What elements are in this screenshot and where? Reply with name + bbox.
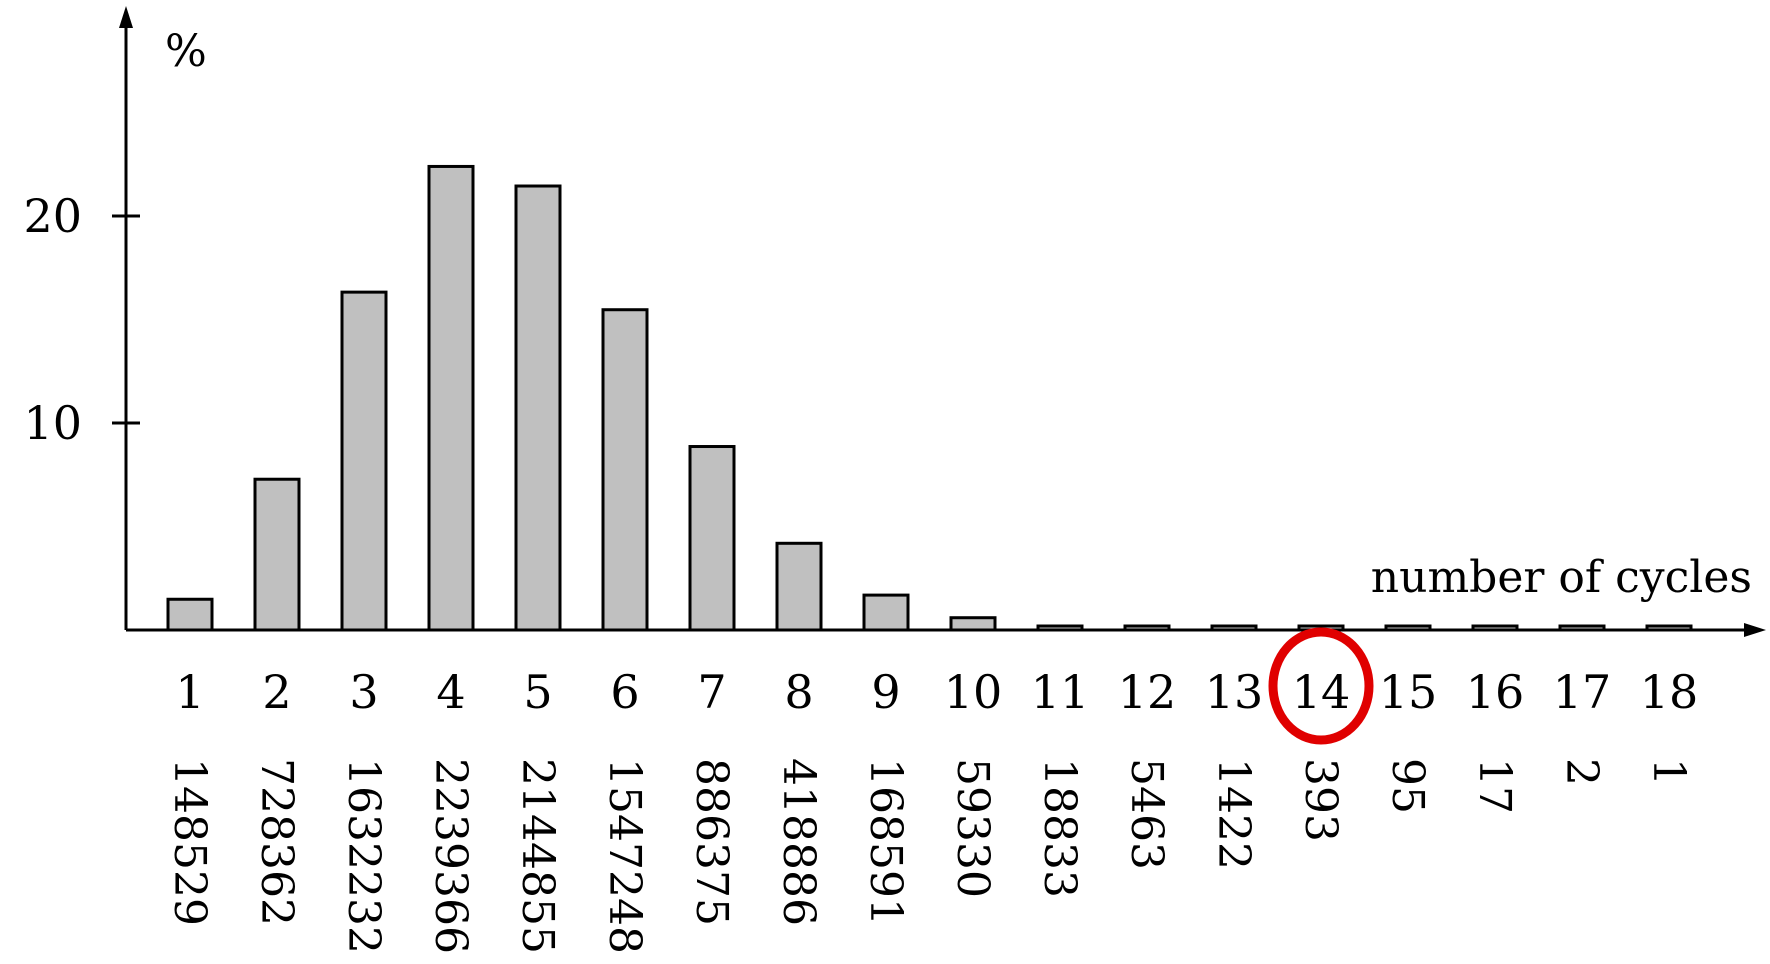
count-label: 148529 — [164, 758, 215, 926]
count-label: 17 — [1469, 758, 1520, 814]
y-axis-arrowhead — [119, 6, 133, 28]
x-tick-label: 8 — [784, 665, 813, 719]
x-tick-label: 7 — [697, 665, 726, 719]
count-label: 393 — [1295, 758, 1346, 842]
y-tick-label: 10 — [23, 396, 82, 450]
bar — [166, 597, 214, 632]
count-label: 728362 — [251, 758, 302, 926]
count-label: 1422 — [1208, 758, 1259, 870]
bar — [340, 290, 388, 632]
x-tick-label: 6 — [610, 665, 639, 719]
bar — [1036, 624, 1084, 632]
bar — [688, 445, 736, 632]
count-label: 2239366 — [425, 758, 476, 954]
x-tick-label: 5 — [523, 665, 552, 719]
x-tick-label: 9 — [871, 665, 900, 719]
bar — [1645, 624, 1693, 632]
count-label: 418886 — [773, 758, 824, 926]
y-axis-label: % — [165, 26, 207, 77]
x-axis-arrowhead — [1744, 623, 1766, 637]
x-tick-label: 16 — [1466, 665, 1525, 719]
x-tick-label: 11 — [1031, 665, 1090, 719]
bar — [949, 616, 997, 632]
x-tick-label: 3 — [349, 665, 378, 719]
x-tick-label: 17 — [1553, 665, 1612, 719]
count-label: 1632232 — [338, 758, 389, 954]
x-tick-label: 12 — [1118, 665, 1177, 719]
bars — [166, 164, 1693, 632]
bar — [427, 164, 475, 632]
count-label: 95 — [1382, 758, 1433, 814]
x-tick-labels: 1 2 3 4 5 6 7 8 9 10 11 12 13 14 15 16 17 18 — [175, 665, 1698, 719]
highlight-circle — [1268, 627, 1374, 745]
count-label: 59330 — [947, 758, 998, 898]
bar — [601, 308, 649, 632]
x-tick-label: 18 — [1640, 665, 1699, 719]
x-tick-label: 13 — [1205, 665, 1264, 719]
x-tick-label: 2 — [262, 665, 291, 719]
count-label: 2144855 — [512, 758, 563, 954]
count-label: 1 — [1643, 758, 1694, 786]
x-tick-label: 10 — [944, 665, 1003, 719]
count-labels: 148529 728362 1632232 2239366 2144855 1547248… — [164, 758, 1694, 954]
x-tick-label: 14 — [1292, 665, 1351, 719]
bar — [1471, 624, 1519, 632]
bar — [253, 477, 301, 632]
x-axis-label: number of cycles — [1371, 552, 1752, 603]
count-label: 168591 — [860, 758, 911, 926]
bar — [1558, 624, 1606, 632]
count-label: 5463 — [1121, 758, 1172, 870]
x-tick-label: 4 — [436, 665, 465, 719]
bar — [1210, 624, 1258, 632]
x-tick-label: 15 — [1379, 665, 1438, 719]
x-tick-label: 1 — [175, 665, 204, 719]
highlight-layer — [1268, 627, 1374, 745]
bar — [514, 184, 562, 632]
y-tick-label: 20 — [23, 189, 82, 243]
y-ticks: 10 20 — [23, 189, 140, 450]
count-label: 18833 — [1034, 758, 1085, 898]
bar — [775, 541, 823, 632]
bar — [1123, 624, 1171, 632]
bar — [862, 593, 910, 632]
count-label: 2 — [1556, 758, 1607, 786]
count-label: 1547248 — [599, 758, 650, 954]
count-label: 886375 — [686, 758, 737, 926]
bar — [1384, 624, 1432, 632]
